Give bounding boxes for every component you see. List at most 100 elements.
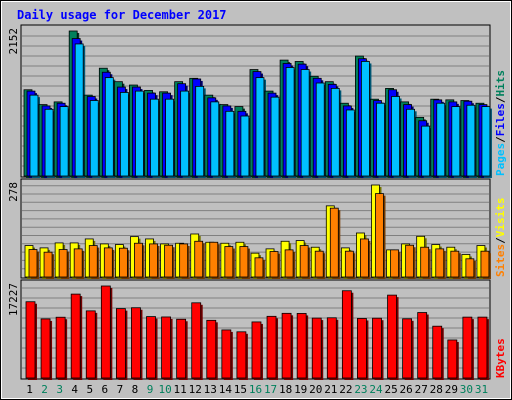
y-max-label-kbytes: 17227 [7,283,20,316]
bar-kbytes-16 [251,321,262,379]
bar-kbytes-21 [326,317,337,379]
bar-sites-17 [269,251,279,278]
x-tick-label-25: 25 [384,383,397,396]
x-tick-label-16: 16 [249,383,262,396]
bar-sites-9 [149,243,158,278]
x-tick-label-10: 10 [158,383,171,396]
bar-kbytes-15 [236,331,247,379]
bar-sites-5 [88,245,98,278]
x-tick-label-23: 23 [354,383,367,396]
legend-kbytes: KBytes [494,338,507,378]
x-tick-label-7: 7 [117,383,124,396]
bar-kbytes-23 [357,318,367,379]
y-max-label-visits: 278 [7,182,20,202]
legend-separator-2: / [494,96,507,103]
bar-pages-29 [451,106,461,177]
x-tick-label-11: 11 [174,383,187,396]
bar-sites-25 [390,249,399,278]
x-tick-label-15: 15 [234,383,247,396]
x-tick-label-29: 29 [445,383,458,396]
bar-kbytes-31 [477,316,488,379]
bar-kbytes-28 [432,325,443,379]
bar-kbytes-8 [131,307,141,379]
bar-sites-14 [224,246,234,278]
x-axis-day-labels: 1 2 3 4 5 6 7 8 9 10 11 12 13 14 15 16 17 18 19 20 21 22 23 24 2… [26,383,488,396]
bar-sites-24 [375,193,384,278]
bar-pages-12 [195,85,205,177]
bar-pages-4 [74,43,84,177]
bar-kbytes-3 [55,316,66,379]
bar-pages-6 [104,77,114,177]
chart-title: Daily usage for December 2017 [17,8,227,22]
bar-kbytes-24 [372,317,382,379]
bar-kbytes-9 [146,316,156,379]
x-tick-label-21: 21 [324,383,337,396]
bar-pages-23 [361,61,370,177]
bar-kbytes-19 [296,313,307,379]
bar-kbytes-13 [206,319,217,379]
bar-kbytes-10 [161,316,171,379]
bar-pages-2 [44,108,54,177]
legend-separator-3: / [494,237,507,244]
bar-kbytes-12 [191,302,202,379]
bar-kbytes-18 [281,312,292,379]
bar-kbytes-11 [176,318,187,379]
bar-kbytes-4 [70,293,81,379]
x-tick-label-5: 5 [86,383,93,396]
bar-pages-8 [135,90,144,177]
bar-kbytes-5 [85,310,96,379]
bar-sites-30 [465,258,475,278]
bar-sites-23 [360,238,369,278]
bar-pages-14 [225,110,235,177]
bar-pages-28 [436,102,446,177]
bar-kbytes-14 [221,329,232,379]
x-tick-label-14: 14 [219,383,233,396]
bar-pages-16 [255,77,265,177]
bar-sites-28 [435,248,445,278]
legend-hits-files-pages: Pages/Files/Hits [494,70,507,176]
bar-pages-17 [270,96,280,177]
bar-pages-22 [345,109,355,177]
bar-sites-11 [179,243,189,278]
bar-sites-12 [194,240,204,278]
bar-sites-26 [405,244,415,278]
bar-pages-5 [89,100,99,177]
bar-pages-26 [406,108,416,177]
x-tick-label-1: 1 [26,383,33,396]
bar-sites-13 [209,241,219,278]
bar-pages-24 [376,102,385,177]
bar-sites-6 [103,247,113,278]
bar-kbytes-30 [462,316,473,379]
x-tick-label-31: 31 [475,383,488,396]
bar-sites-21 [329,207,339,278]
bar-sites-20 [314,250,324,278]
y-max-label-hits: 2152 [7,28,20,55]
x-tick-label-13: 13 [204,383,217,396]
bar-pages-18 [285,67,295,177]
bar-sites-29 [450,250,460,278]
bar-sites-16 [254,257,264,278]
bar-pages-21 [330,88,340,177]
bar-sites-7 [118,247,128,278]
bar-kbytes-27 [417,312,428,379]
legend-sites-visits: Sites/Visits [494,198,507,278]
legend-visits: Visits [494,198,507,238]
bar-pages-19 [300,69,310,177]
bar-pages-20 [315,82,325,177]
bar-kbytes-26 [402,318,413,379]
bar-pages-25 [391,96,400,177]
bar-pages-3 [59,106,69,177]
x-tick-label-30: 30 [460,383,473,396]
bar-sites-22 [344,250,354,278]
bar-sites-1 [28,249,38,278]
bar-pages-27 [421,125,431,177]
legend-pages: Pages [494,143,507,176]
bar-marks [23,30,492,380]
x-tick-label-22: 22 [339,383,352,396]
x-tick-label-26: 26 [400,383,413,396]
x-tick-label-6: 6 [102,383,109,396]
bar-sites-18 [284,249,294,278]
legend-sites: Sites [494,244,507,277]
bar-sites-2 [43,251,53,278]
